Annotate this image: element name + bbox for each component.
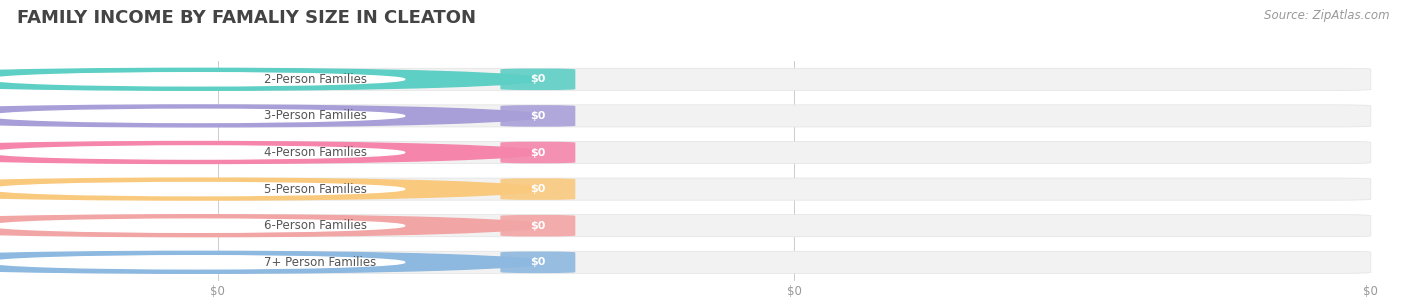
FancyBboxPatch shape	[501, 142, 575, 163]
FancyBboxPatch shape	[501, 215, 575, 236]
FancyBboxPatch shape	[218, 142, 1371, 163]
Text: 6-Person Families: 6-Person Families	[264, 219, 367, 232]
FancyBboxPatch shape	[501, 69, 575, 90]
Text: 5-Person Families: 5-Person Families	[264, 183, 367, 196]
FancyBboxPatch shape	[218, 178, 1371, 200]
Circle shape	[0, 105, 543, 127]
Circle shape	[0, 178, 543, 200]
Text: $0: $0	[530, 111, 546, 121]
Circle shape	[0, 251, 543, 273]
Circle shape	[0, 146, 405, 159]
Text: 3-Person Families: 3-Person Families	[264, 109, 367, 122]
Circle shape	[0, 215, 543, 237]
FancyBboxPatch shape	[501, 178, 575, 200]
FancyBboxPatch shape	[218, 251, 1371, 273]
Text: 7+ Person Families: 7+ Person Families	[264, 256, 377, 269]
Text: FAMILY INCOME BY FAMALIY SIZE IN CLEATON: FAMILY INCOME BY FAMALIY SIZE IN CLEATON	[17, 9, 475, 27]
Text: $0: $0	[530, 257, 546, 267]
Text: $0: $0	[530, 74, 546, 84]
Circle shape	[0, 219, 405, 232]
Circle shape	[0, 109, 405, 123]
Circle shape	[0, 256, 405, 269]
Text: Source: ZipAtlas.com: Source: ZipAtlas.com	[1264, 9, 1389, 22]
Circle shape	[0, 68, 543, 90]
FancyBboxPatch shape	[218, 68, 1371, 90]
FancyBboxPatch shape	[501, 252, 575, 273]
Circle shape	[0, 142, 543, 163]
Circle shape	[0, 182, 405, 196]
FancyBboxPatch shape	[501, 105, 575, 127]
Text: $0: $0	[530, 184, 546, 194]
Text: $0: $0	[530, 221, 546, 231]
FancyBboxPatch shape	[218, 105, 1371, 127]
Text: 2-Person Families: 2-Person Families	[264, 73, 367, 86]
FancyBboxPatch shape	[218, 215, 1371, 237]
Text: 4-Person Families: 4-Person Families	[264, 146, 367, 159]
Text: $0: $0	[530, 148, 546, 157]
Circle shape	[0, 73, 405, 86]
